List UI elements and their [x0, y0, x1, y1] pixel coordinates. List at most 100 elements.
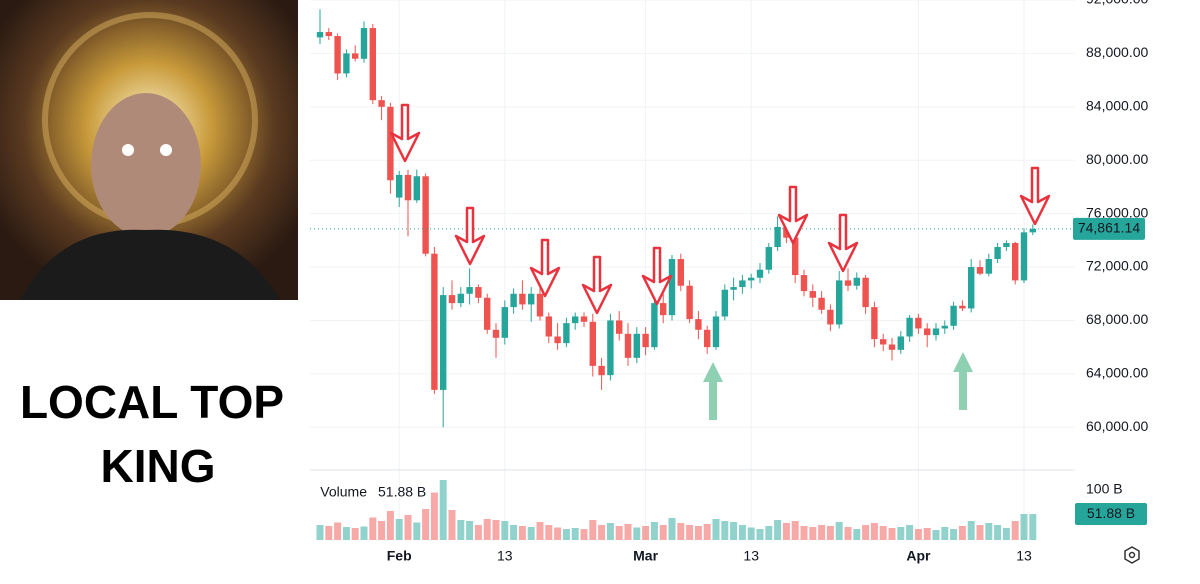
- candle-body: [739, 280, 746, 288]
- candle-body: [906, 317, 913, 337]
- candle-body: [721, 289, 728, 317]
- volume-bar: [457, 520, 465, 540]
- candle-body: [422, 176, 429, 254]
- candle-body: [334, 36, 341, 74]
- down-arrow: [641, 246, 673, 306]
- volume-bar: [879, 526, 887, 540]
- candle-body: [316, 32, 324, 38]
- candle-body: [792, 237, 799, 276]
- y-tick-label: 92,000.00: [1086, 0, 1148, 7]
- volume-bar: [906, 525, 914, 540]
- candle-body: [651, 303, 658, 348]
- y-tick-label: 64,000.00: [1086, 365, 1148, 381]
- candle-body: [598, 365, 605, 376]
- x-tick-label: 13: [497, 548, 513, 564]
- y-tick-label: 88,000.00: [1086, 44, 1148, 60]
- volume-bar: [466, 521, 474, 540]
- volume-legend-name: Volume: [320, 484, 367, 500]
- volume-bar: [422, 509, 430, 540]
- volume-bar: [932, 530, 940, 540]
- volume-bar: [1020, 514, 1028, 540]
- candle-body: [915, 317, 922, 329]
- volume-bar: [950, 529, 958, 540]
- volume-bar: [501, 521, 509, 540]
- candle-body: [1012, 243, 1019, 281]
- candle-body: [712, 316, 720, 348]
- photo: [0, 0, 298, 300]
- volume-bar: [958, 526, 966, 540]
- candle-body: [844, 280, 852, 286]
- candle-body: [378, 100, 385, 107]
- volume-bar: [774, 520, 782, 540]
- candle-body: [774, 226, 781, 248]
- volume-bar: [580, 529, 588, 540]
- volume-bar: [941, 527, 949, 540]
- candle-body: [660, 303, 667, 316]
- candle-body: [800, 275, 808, 292]
- volume-bar: [976, 525, 984, 540]
- up-arrow: [703, 362, 723, 420]
- volume-bar: [853, 529, 861, 540]
- candle-body: [668, 259, 676, 316]
- volume-legend-value: 51.88 B: [378, 484, 426, 500]
- volume-bar: [862, 525, 870, 540]
- caption-line: KING: [101, 440, 216, 492]
- volume-bar: [923, 528, 931, 540]
- volume-bar: [809, 527, 817, 540]
- volume-bar: [721, 521, 729, 540]
- volume-bar: [994, 525, 1002, 540]
- candle-body: [492, 329, 500, 338]
- volume-bar: [888, 528, 896, 540]
- volume-bar: [686, 525, 694, 540]
- candle-body: [633, 333, 640, 358]
- volume-bar: [395, 519, 403, 540]
- annotation-arrows: [389, 103, 1051, 420]
- volume-bar: [439, 480, 447, 540]
- candle-body: [440, 295, 447, 390]
- down-arrow: [827, 213, 859, 273]
- volume-bar: [527, 527, 535, 540]
- caption-line: LOCAL TOP: [20, 376, 284, 428]
- y-tick-label: 80,000.00: [1086, 151, 1148, 167]
- volume-bar: [800, 526, 808, 540]
- volume-bar: [545, 525, 553, 540]
- candle-body: [941, 325, 948, 329]
- volume-bar: [914, 529, 922, 540]
- candle-body: [413, 176, 420, 201]
- volume-bar: [985, 523, 993, 540]
- candle-body: [448, 295, 456, 304]
- candle-body: [352, 53, 359, 59]
- y-tick-label: 72,000.00: [1086, 258, 1148, 274]
- volume-bar: [369, 517, 377, 540]
- volume-bar: [589, 520, 597, 540]
- volume-bar: [870, 523, 878, 540]
- x-tick-label: 13: [743, 548, 759, 564]
- candle-body: [624, 333, 632, 358]
- volume-bar: [738, 525, 746, 540]
- volume-bar: [668, 518, 676, 540]
- volume-tick-label: 100 B: [1086, 481, 1123, 497]
- volume-bar: [650, 522, 658, 540]
- settings-icon[interactable]: [1124, 546, 1140, 564]
- candle-body: [580, 316, 588, 322]
- volume-bar: [1011, 521, 1019, 540]
- candle-body: [809, 291, 816, 298]
- volume-bar: [492, 520, 500, 540]
- candle-body: [695, 319, 702, 330]
- candle-body: [836, 280, 843, 325]
- volume-bar: [448, 510, 456, 540]
- volume-bar: [1029, 514, 1037, 540]
- volume-bar: [483, 519, 491, 540]
- candle-body: [343, 53, 350, 74]
- candle-body: [880, 339, 887, 345]
- candle-body: [484, 297, 491, 330]
- x-tick-label: Apr: [906, 548, 931, 564]
- candle-body: [862, 277, 869, 308]
- down-arrow: [1019, 166, 1051, 226]
- down-arrow: [454, 206, 486, 266]
- volume-bar: [844, 527, 852, 540]
- volume-bar: [791, 521, 799, 540]
- volume-bar: [694, 526, 702, 540]
- volume-bar: [571, 528, 579, 540]
- candle-body: [976, 267, 984, 274]
